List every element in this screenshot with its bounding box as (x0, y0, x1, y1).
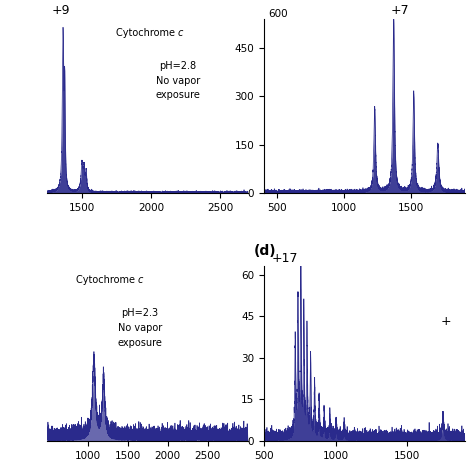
Text: +7: +7 (390, 4, 409, 17)
Text: pH=2.3
No vapor
exposure: pH=2.3 No vapor exposure (117, 308, 162, 348)
Text: +9: +9 (51, 4, 70, 17)
Text: c: c (178, 27, 183, 37)
Text: (d): (d) (254, 244, 277, 258)
Text: 600: 600 (268, 9, 288, 19)
Text: pH=2.8
No vapor
exposure: pH=2.8 No vapor exposure (155, 61, 200, 100)
Text: c: c (137, 275, 143, 285)
Text: Cytochrome: Cytochrome (116, 27, 178, 37)
Text: +: + (440, 315, 451, 328)
Text: +17: +17 (272, 252, 299, 265)
Text: Cytochrome: Cytochrome (75, 275, 137, 285)
